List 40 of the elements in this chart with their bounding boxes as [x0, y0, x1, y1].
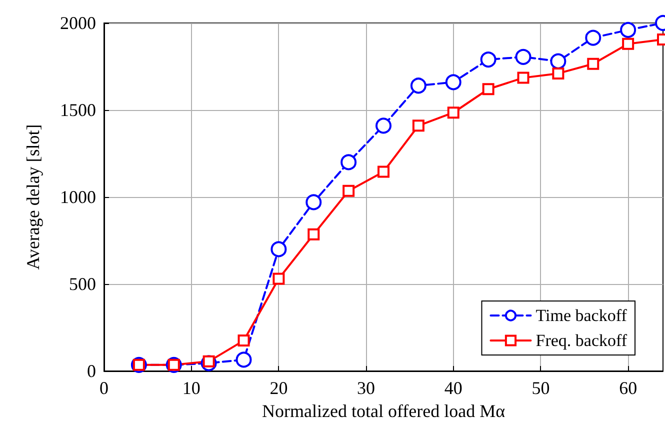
- point: [517, 72, 530, 84]
- point: [585, 30, 602, 46]
- point: [306, 194, 322, 210]
- point: [552, 67, 564, 80]
- point: [445, 74, 462, 90]
- y-tick-label: 0: [87, 361, 96, 381]
- y-tick-label: 1000: [60, 187, 96, 207]
- point: [620, 22, 636, 38]
- point: [480, 52, 496, 68]
- point: [622, 38, 634, 50]
- x-tick-label: 0: [100, 378, 108, 398]
- y-tick-label: 500: [69, 274, 96, 294]
- point: [412, 120, 424, 132]
- point: [587, 58, 600, 70]
- point: [482, 83, 494, 96]
- point: [270, 241, 287, 258]
- point: [236, 352, 252, 368]
- x-tick-label: 60: [619, 378, 638, 398]
- x-tick-label: 30: [357, 378, 376, 398]
- y-tick-label: 2000: [60, 13, 96, 33]
- point: [515, 48, 532, 65]
- point: [378, 166, 390, 178]
- x-tick-label: 40: [444, 378, 462, 398]
- x-tick-label: 50: [532, 378, 550, 398]
- point: [550, 53, 566, 70]
- point: [308, 228, 320, 240]
- legend-label: Time backoff: [536, 306, 628, 325]
- y-axis-title: Average delay [slot]: [23, 124, 43, 270]
- point: [447, 106, 460, 119]
- y-tick-label: 1500: [60, 100, 96, 120]
- legend-label: Freq. backoff: [536, 331, 628, 350]
- x-tick-label: 20: [270, 378, 288, 398]
- point: [410, 78, 426, 94]
- x-axis-title: Normalized total offered load Mα: [262, 400, 506, 421]
- point: [238, 334, 250, 347]
- point: [272, 272, 285, 285]
- point: [376, 118, 392, 134]
- x-tick-label: 10: [182, 378, 200, 398]
- point: [342, 184, 355, 197]
- point: [340, 154, 357, 170]
